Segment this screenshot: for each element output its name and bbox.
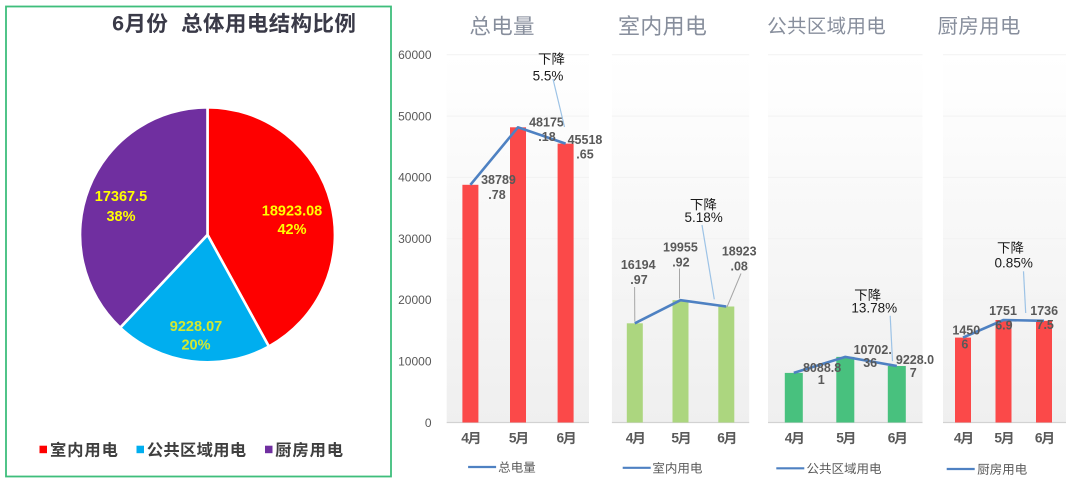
svg-text:48175: 48175 <box>529 116 564 130</box>
svg-text:6.9: 6.9 <box>995 318 1012 332</box>
svg-text:13.78%: 13.78% <box>851 301 897 316</box>
svg-text:60000: 60000 <box>398 48 432 62</box>
svg-text:5: 5 <box>509 431 517 446</box>
svg-text:30000: 30000 <box>398 232 432 246</box>
svg-text:4: 4 <box>626 431 634 446</box>
svg-text:18923.08: 18923.08 <box>262 204 322 220</box>
svg-text:.92: .92 <box>672 255 689 269</box>
svg-text:20000: 20000 <box>398 293 432 307</box>
svg-text:4: 4 <box>785 431 793 446</box>
svg-text:.65: .65 <box>576 148 593 162</box>
svg-text:.97: .97 <box>630 273 647 287</box>
svg-text:10702.: 10702. <box>854 343 892 357</box>
svg-text:5: 5 <box>994 431 1002 446</box>
svg-text:0.85%: 0.85% <box>995 255 1033 270</box>
svg-text:5.18%: 5.18% <box>684 210 722 225</box>
svg-text:1: 1 <box>818 373 825 387</box>
svg-text:6: 6 <box>888 431 896 446</box>
svg-text:10000: 10000 <box>398 355 432 369</box>
svg-text:38789: 38789 <box>481 173 516 187</box>
svg-text:7.5: 7.5 <box>1037 318 1054 332</box>
svg-text:6: 6 <box>717 431 725 446</box>
svg-text:6: 6 <box>112 12 124 36</box>
svg-text:16194: 16194 <box>621 258 656 272</box>
svg-text:20%: 20% <box>181 338 210 354</box>
svg-text:5: 5 <box>671 431 679 446</box>
svg-text:9228.0: 9228.0 <box>896 353 934 367</box>
svg-text:1736: 1736 <box>1030 304 1058 318</box>
svg-text:19955: 19955 <box>663 241 698 255</box>
svg-text:4: 4 <box>954 431 962 446</box>
svg-text:1751: 1751 <box>989 304 1017 318</box>
svg-text:45518: 45518 <box>568 133 603 147</box>
svg-text:17367.5: 17367.5 <box>95 189 147 205</box>
svg-text:40000: 40000 <box>398 171 432 185</box>
svg-text:18923: 18923 <box>722 245 757 259</box>
svg-text:36: 36 <box>863 356 877 370</box>
svg-text:8088.8: 8088.8 <box>803 361 841 375</box>
svg-text:6: 6 <box>557 431 565 446</box>
svg-text:38%: 38% <box>106 209 135 225</box>
svg-text:6: 6 <box>1035 431 1043 446</box>
svg-text:9228.07: 9228.07 <box>170 319 222 335</box>
svg-text:5: 5 <box>836 431 844 446</box>
svg-text:42%: 42% <box>277 222 306 238</box>
svg-text:1450: 1450 <box>952 324 980 338</box>
svg-text:6: 6 <box>961 338 968 352</box>
svg-text:.08: .08 <box>731 260 748 274</box>
svg-text:50000: 50000 <box>398 109 432 123</box>
svg-text:7: 7 <box>910 366 917 380</box>
svg-text:0: 0 <box>425 416 432 430</box>
svg-text:.78: .78 <box>488 188 505 202</box>
svg-text:5.5%: 5.5% <box>533 68 564 83</box>
svg-text:.18: .18 <box>538 130 555 144</box>
svg-text:4: 4 <box>461 431 469 446</box>
